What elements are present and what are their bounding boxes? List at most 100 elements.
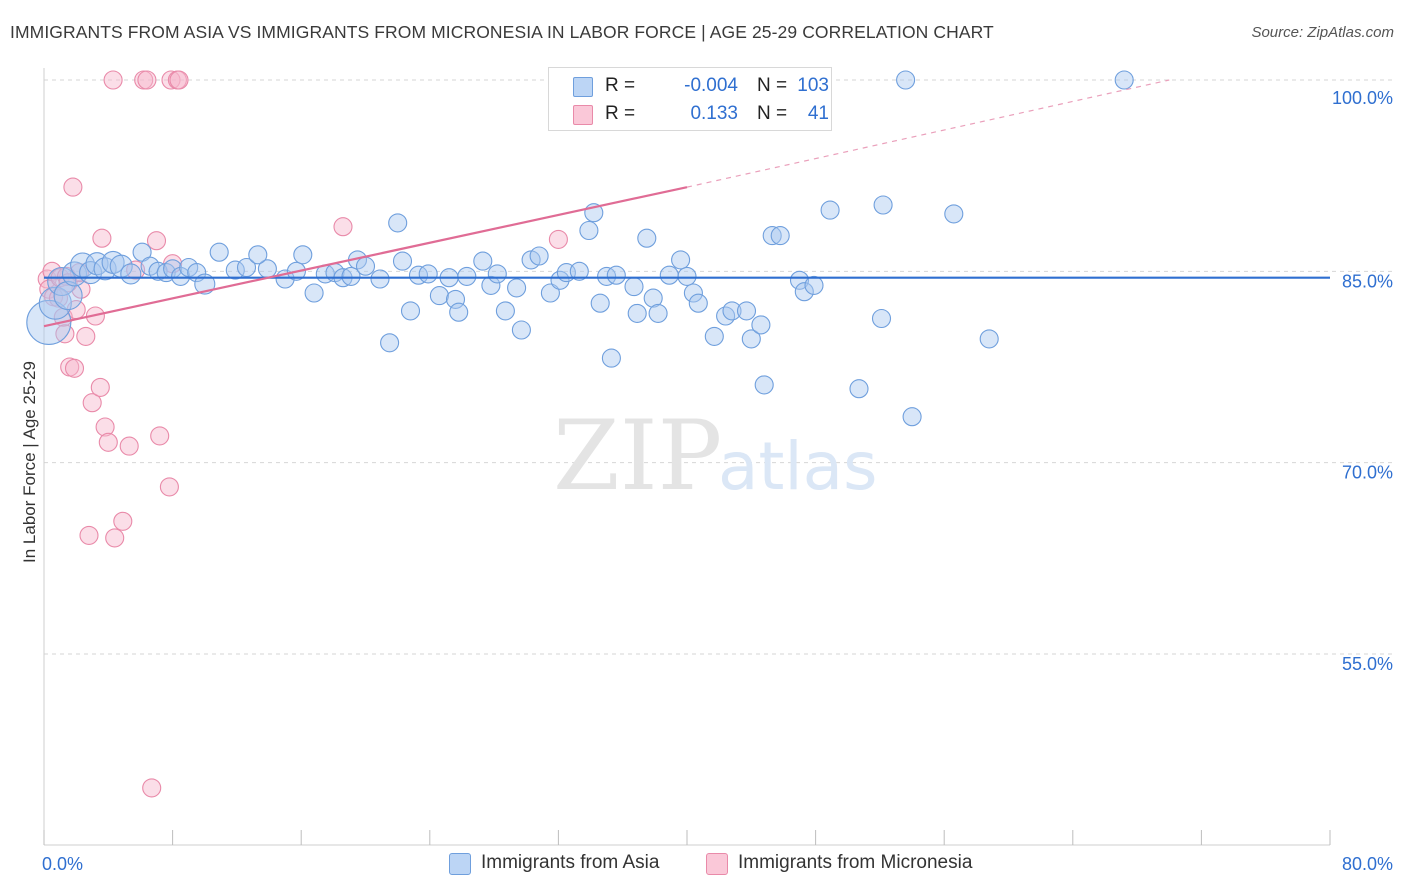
point-asia <box>704 326 724 346</box>
point-micronesia <box>63 177 83 197</box>
legend-n-label: N = <box>757 103 788 124</box>
point-asia <box>457 266 477 286</box>
point-asia <box>944 204 964 224</box>
y-axis-label: In Labor Force | Age 25-29 <box>20 361 39 563</box>
bottom-legend-label-asia: Immigrants from Asia <box>481 852 660 873</box>
watermark-atlas: atlas <box>718 428 878 505</box>
point-asia <box>736 301 757 321</box>
legend-n-value: 41 <box>807 103 829 124</box>
stats-legend: R = -0.004 N = 103 R = 0.133 N = 41 <box>548 67 832 131</box>
point-micronesia <box>90 377 110 397</box>
legend-r-value: -0.004 <box>684 75 738 96</box>
point-micronesia <box>548 229 568 249</box>
point-asia <box>590 293 610 313</box>
point-asia <box>873 195 893 215</box>
point-asia <box>871 308 892 329</box>
point-asia <box>659 265 679 285</box>
point-asia <box>445 289 466 309</box>
point-asia <box>741 329 761 349</box>
point-asia <box>495 301 515 321</box>
point-micronesia <box>98 432 118 452</box>
point-asia <box>225 260 245 280</box>
point-asia <box>677 266 697 286</box>
point-asia <box>236 257 257 278</box>
point-asia <box>209 242 229 262</box>
point-micronesia <box>64 358 85 378</box>
point-asia <box>355 256 376 276</box>
point-micronesia <box>95 417 115 437</box>
point-asia <box>601 348 621 368</box>
legend-r-label: R = <box>605 75 636 96</box>
trend-line-micronesia <box>43 186 688 328</box>
y-tick-label: 85.0% <box>1342 271 1393 291</box>
point-asia <box>624 277 644 297</box>
y-tick-label: 55.0% <box>1342 654 1393 674</box>
point-micronesia <box>159 477 179 497</box>
point-micronesia <box>126 260 146 280</box>
y-tick-label: 70.0% <box>1342 463 1393 483</box>
point-asia <box>529 246 549 266</box>
point-asia <box>1114 70 1134 90</box>
legend-r-value: 0.133 <box>690 103 738 124</box>
point-asia <box>550 270 570 290</box>
point-asia <box>606 265 626 285</box>
point-micronesia <box>333 217 353 237</box>
point-asia <box>400 301 421 321</box>
point-asia <box>380 333 400 353</box>
point-asia <box>511 320 531 340</box>
point-asia <box>849 379 869 399</box>
point-asia <box>148 261 168 281</box>
point-asia <box>579 220 599 241</box>
point-micronesia <box>92 228 112 248</box>
point-asia <box>902 407 922 427</box>
point-asia <box>429 286 449 306</box>
y-tick-label: 100.0% <box>1332 88 1393 108</box>
point-micronesia <box>113 511 133 531</box>
point-asia <box>293 245 313 265</box>
point-asia <box>540 283 560 303</box>
source-credit: Source: ZipAtlas.com <box>1251 24 1394 41</box>
point-micronesia <box>79 525 99 545</box>
point-micronesia <box>137 70 157 90</box>
point-asia <box>751 315 771 335</box>
point-micronesia <box>105 528 125 548</box>
legend-swatch-asia <box>573 77 593 97</box>
point-asia <box>194 273 216 295</box>
point-asia <box>688 293 708 313</box>
point-micronesia <box>103 70 123 90</box>
point-asia <box>789 270 810 290</box>
data-points <box>26 70 1134 798</box>
point-micronesia <box>146 231 167 251</box>
point-micronesia <box>82 393 102 413</box>
legend-r-label: R = <box>605 103 636 124</box>
point-asia <box>341 266 361 286</box>
bottom-legend-swatch-micronesia <box>706 853 728 875</box>
point-micronesia <box>56 266 77 286</box>
point-asia <box>304 283 324 303</box>
point-asia <box>627 303 647 323</box>
point-asia <box>722 301 742 321</box>
point-asia <box>408 265 429 285</box>
point-asia <box>754 375 774 395</box>
point-micronesia <box>76 326 96 346</box>
point-asia <box>388 213 408 233</box>
legend-swatch-micronesia <box>573 105 593 125</box>
point-micronesia <box>142 778 162 798</box>
trend-lines <box>43 79 1330 328</box>
point-asia <box>370 269 390 289</box>
point-micronesia <box>150 426 170 446</box>
bottom-legend-label-micronesia: Immigrants from Micronesia <box>738 852 973 873</box>
point-asia <box>47 266 77 297</box>
point-asia <box>671 250 691 270</box>
trend-line-micronesia-extension <box>686 79 1170 188</box>
point-asia <box>794 282 814 302</box>
legend-n-value: 103 <box>797 75 829 96</box>
point-asia <box>716 306 736 326</box>
point-asia <box>26 299 72 345</box>
grid-lines <box>44 79 1392 655</box>
x-tick-label: 0.0% <box>42 854 83 874</box>
point-asia <box>487 264 507 284</box>
watermark-zip: ZIP <box>553 400 722 512</box>
point-micronesia <box>119 436 139 456</box>
